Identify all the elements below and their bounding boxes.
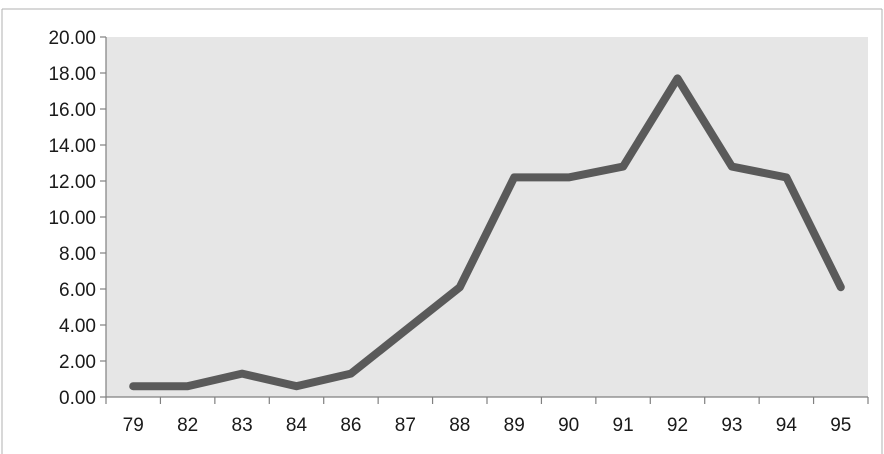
y-tick-label: 18.00 [48, 64, 96, 85]
x-tick-label: 89 [504, 415, 525, 436]
x-tick-label: 84 [286, 415, 308, 436]
y-tick-label: 0.00 [59, 388, 96, 409]
y-tick-label: 8.00 [59, 244, 96, 265]
y-tick-label: 6.00 [59, 280, 96, 301]
x-tick-label: 95 [830, 415, 851, 436]
x-tick-label: 88 [449, 415, 470, 436]
x-tick-label: 82 [177, 415, 198, 436]
x-tick-label: 92 [667, 415, 688, 436]
series-line-0 [129, 74, 845, 391]
x-tick-label: 94 [776, 415, 798, 436]
x-tick-label: 79 [123, 415, 144, 436]
y-tick-label: 16.00 [48, 100, 96, 121]
y-tick-label: 2.00 [59, 352, 96, 373]
x-tick-label: 91 [613, 415, 634, 436]
y-tick-label: 4.00 [59, 316, 96, 337]
y-axis: 0.00 2.00 4.00 6.00 8.00 10.00 12.00 14.00 16.00… [48, 28, 107, 409]
series-layer [129, 74, 845, 391]
y-tick-label: 10.00 [48, 208, 96, 229]
y-tick-label: 20.00 [48, 28, 96, 49]
x-tick-label: 87 [395, 415, 416, 436]
x-tick-label: 90 [558, 415, 579, 436]
x-tick-label: 86 [340, 415, 361, 436]
x-axis: 79 82 83 84 86 87 88 89 90 91 92 93 94 95 [105, 396, 869, 436]
y-tick-label: 12.00 [48, 172, 96, 193]
x-tick-label: 93 [721, 415, 742, 436]
x-tick-label: 83 [232, 415, 253, 436]
y-tick-label: 14.00 [48, 136, 96, 157]
plot-area [106, 37, 868, 397]
